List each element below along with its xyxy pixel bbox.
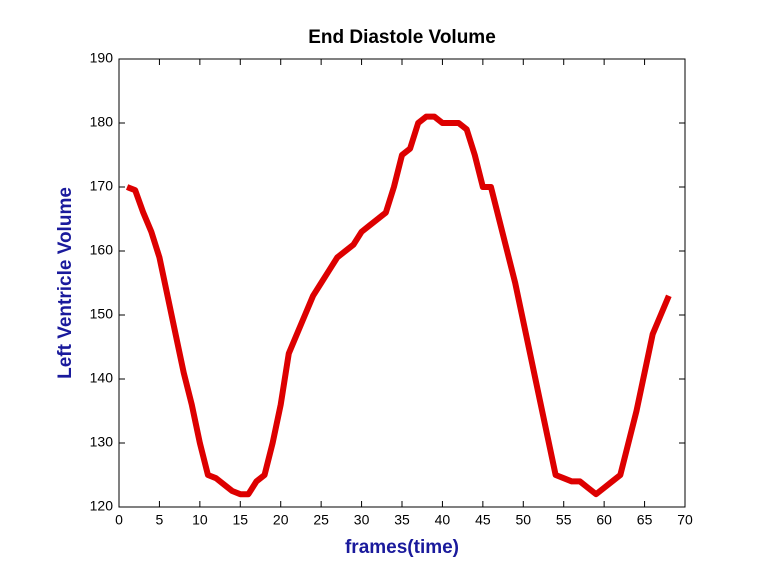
y-tick-label: 160 [90,242,114,258]
x-tick-label: 20 [273,512,289,528]
x-tick-label: 25 [313,512,329,528]
y-tick-label: 120 [90,498,114,514]
y-tick-label: 140 [90,370,114,386]
x-tick-label: 70 [677,512,693,528]
x-tick-label: 40 [435,512,451,528]
y-tick-label: 130 [90,434,114,450]
x-tick-label: 15 [232,512,248,528]
x-tick-label: 5 [156,512,164,528]
x-tick-label: 0 [115,512,123,528]
plot-area [118,58,686,508]
y-tick-label: 170 [90,178,114,194]
x-tick-label: 65 [637,512,653,528]
x-tick-label: 50 [515,512,531,528]
x-tick-label: 30 [354,512,370,528]
y-tick-label: 190 [90,50,114,66]
x-tick-label: 45 [475,512,491,528]
data-line [125,113,672,498]
y-tick-label: 150 [90,306,114,322]
x-axis-label: frames(time) [345,537,459,558]
x-tick-label: 10 [192,512,208,528]
chart-title: End Diastole Volume [308,27,496,48]
y-tick-label: 180 [90,114,114,130]
x-tick-label: 60 [596,512,612,528]
x-tick-label: 55 [556,512,572,528]
y-axis-label: Left Ventricle Volume [55,187,76,379]
x-tick-label: 35 [394,512,410,528]
